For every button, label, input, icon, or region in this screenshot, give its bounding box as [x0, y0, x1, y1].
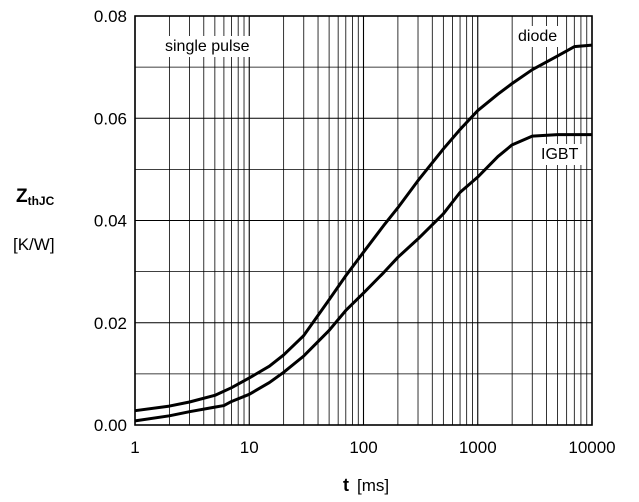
y-tick-label: 0.00	[94, 416, 127, 435]
y-tick-labels: 0.00 0.02 0.04 0.06 0.08	[94, 7, 127, 435]
x-tick-label: 1	[130, 438, 139, 457]
plot-frame	[134, 15, 593, 426]
x-tick-label: 100	[349, 438, 377, 457]
svg-text:ZthJC: ZthJC	[16, 186, 55, 208]
series-label-igbt: IGBT	[541, 146, 579, 163]
y-axis-label: ZthJC [K/W]	[13, 186, 55, 254]
series-line-igbt	[134, 133, 592, 423]
y-label-symbol: Z	[16, 186, 28, 207]
curves	[134, 43, 593, 423]
y-label-subscript: thJC	[28, 194, 55, 208]
annotation-single-pulse: single pulse	[165, 38, 250, 55]
series-line-diode	[134, 43, 593, 413]
x-axis-label: t [ms]	[343, 475, 389, 495]
series-label-diode: diode	[518, 28, 557, 45]
annotations: single pulse diode IGBT	[161, 26, 583, 165]
x-label-unit: [ms]	[357, 476, 389, 495]
y-tick-label: 0.08	[94, 7, 127, 26]
igbt-label-background	[537, 144, 583, 165]
x-tick-label: 10000	[568, 438, 615, 457]
annotation-background	[161, 36, 254, 57]
y-label-unit: [K/W]	[13, 235, 55, 254]
diode-label-background	[514, 26, 562, 47]
x-tick-label: 10	[240, 438, 259, 457]
x-tick-labels: 1 10 100 1000 10000	[130, 438, 615, 457]
y-tick-label: 0.02	[94, 314, 127, 333]
svg-text:t[ms]: t [ms]	[343, 475, 389, 495]
x-tick-label: 1000	[459, 438, 497, 457]
y-tick-label: 0.06	[94, 109, 127, 128]
x-label-symbol: t	[343, 475, 349, 495]
y-tick-label: 0.04	[94, 212, 127, 231]
